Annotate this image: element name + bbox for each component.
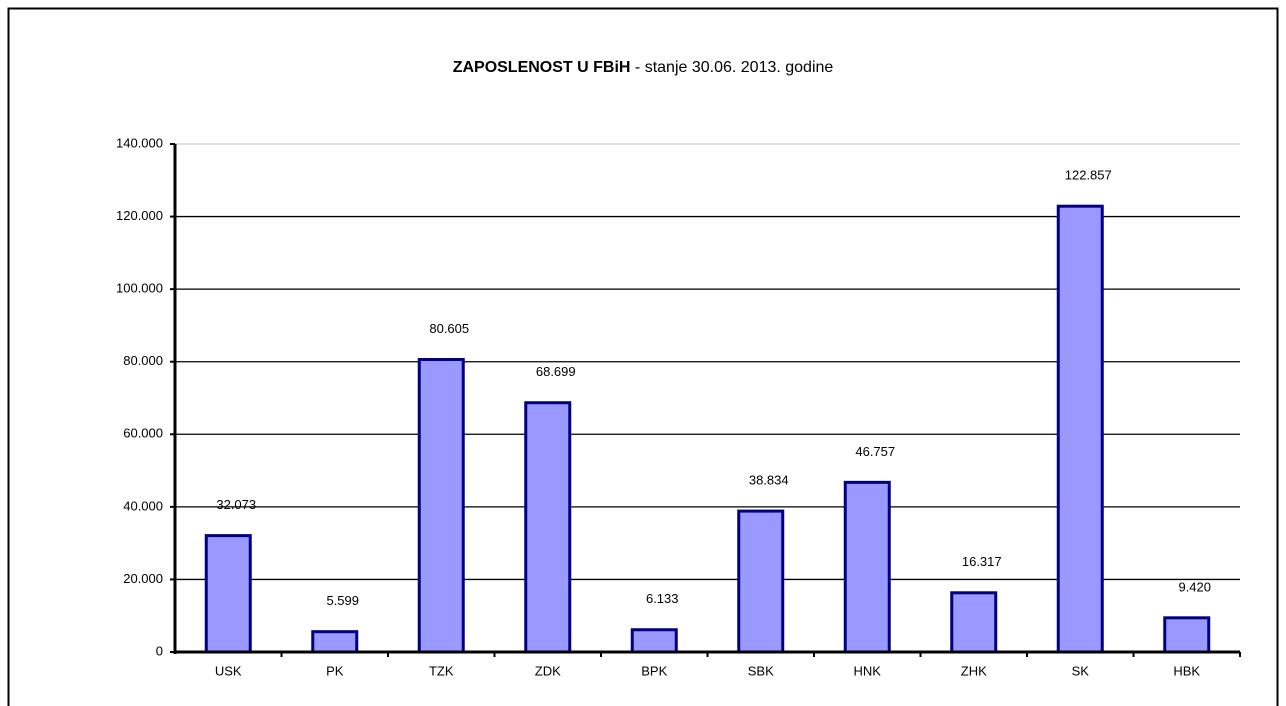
bar <box>1163 616 1211 654</box>
value-label: 5.599 <box>326 593 359 608</box>
value-label: 80.605 <box>429 321 469 336</box>
bar <box>311 630 359 654</box>
x-tick-label: SBK <box>748 663 774 678</box>
x-tick-label: HBK <box>1173 663 1200 678</box>
x-tick-label: USK <box>215 663 242 678</box>
bar <box>417 358 465 654</box>
value-label: 32.073 <box>216 497 256 512</box>
y-tick-label: 20.000 <box>123 571 163 586</box>
y-tick-label: 100.000 <box>116 281 163 296</box>
y-tick-label: 0 <box>156 643 163 658</box>
x-tick-label: ZDK <box>535 663 561 678</box>
value-label: 6.133 <box>646 591 679 606</box>
bar <box>204 534 252 654</box>
value-label: 46.757 <box>855 444 895 459</box>
value-label: 16.317 <box>962 554 1002 569</box>
value-label: 38.834 <box>749 473 789 488</box>
bar <box>1056 204 1104 654</box>
bar <box>950 591 998 654</box>
y-tick-label: 60.000 <box>123 426 163 441</box>
chart-frame <box>7 7 1279 706</box>
title-sub: - stanje 30.06. 2013. godine <box>635 59 833 76</box>
bar <box>737 509 785 654</box>
value-label: 122.857 <box>1065 168 1112 183</box>
y-tick-label: 40.000 <box>123 498 163 513</box>
bar <box>843 480 891 654</box>
value-label: 68.699 <box>536 364 576 379</box>
y-tick-label: 140.000 <box>116 135 163 150</box>
x-tick-label: ZHK <box>961 663 987 678</box>
x-tick-label: SK <box>1072 663 1090 678</box>
x-tick-label: BPK <box>641 663 667 678</box>
title-main: ZAPOSLENOST U FBiH <box>453 59 631 76</box>
y-tick-label: 80.000 <box>123 353 163 368</box>
bar <box>524 401 572 654</box>
value-label: 9.420 <box>1178 579 1211 594</box>
x-tick-label: TZK <box>429 663 454 678</box>
x-tick-label: HNK <box>854 663 882 678</box>
bar <box>630 628 678 654</box>
x-tick-label: PK <box>326 663 344 678</box>
chart-title: ZAPOSLENOST U FBiH - stanje 30.06. 2013.… <box>453 59 834 76</box>
y-tick-label: 120.000 <box>116 208 163 223</box>
